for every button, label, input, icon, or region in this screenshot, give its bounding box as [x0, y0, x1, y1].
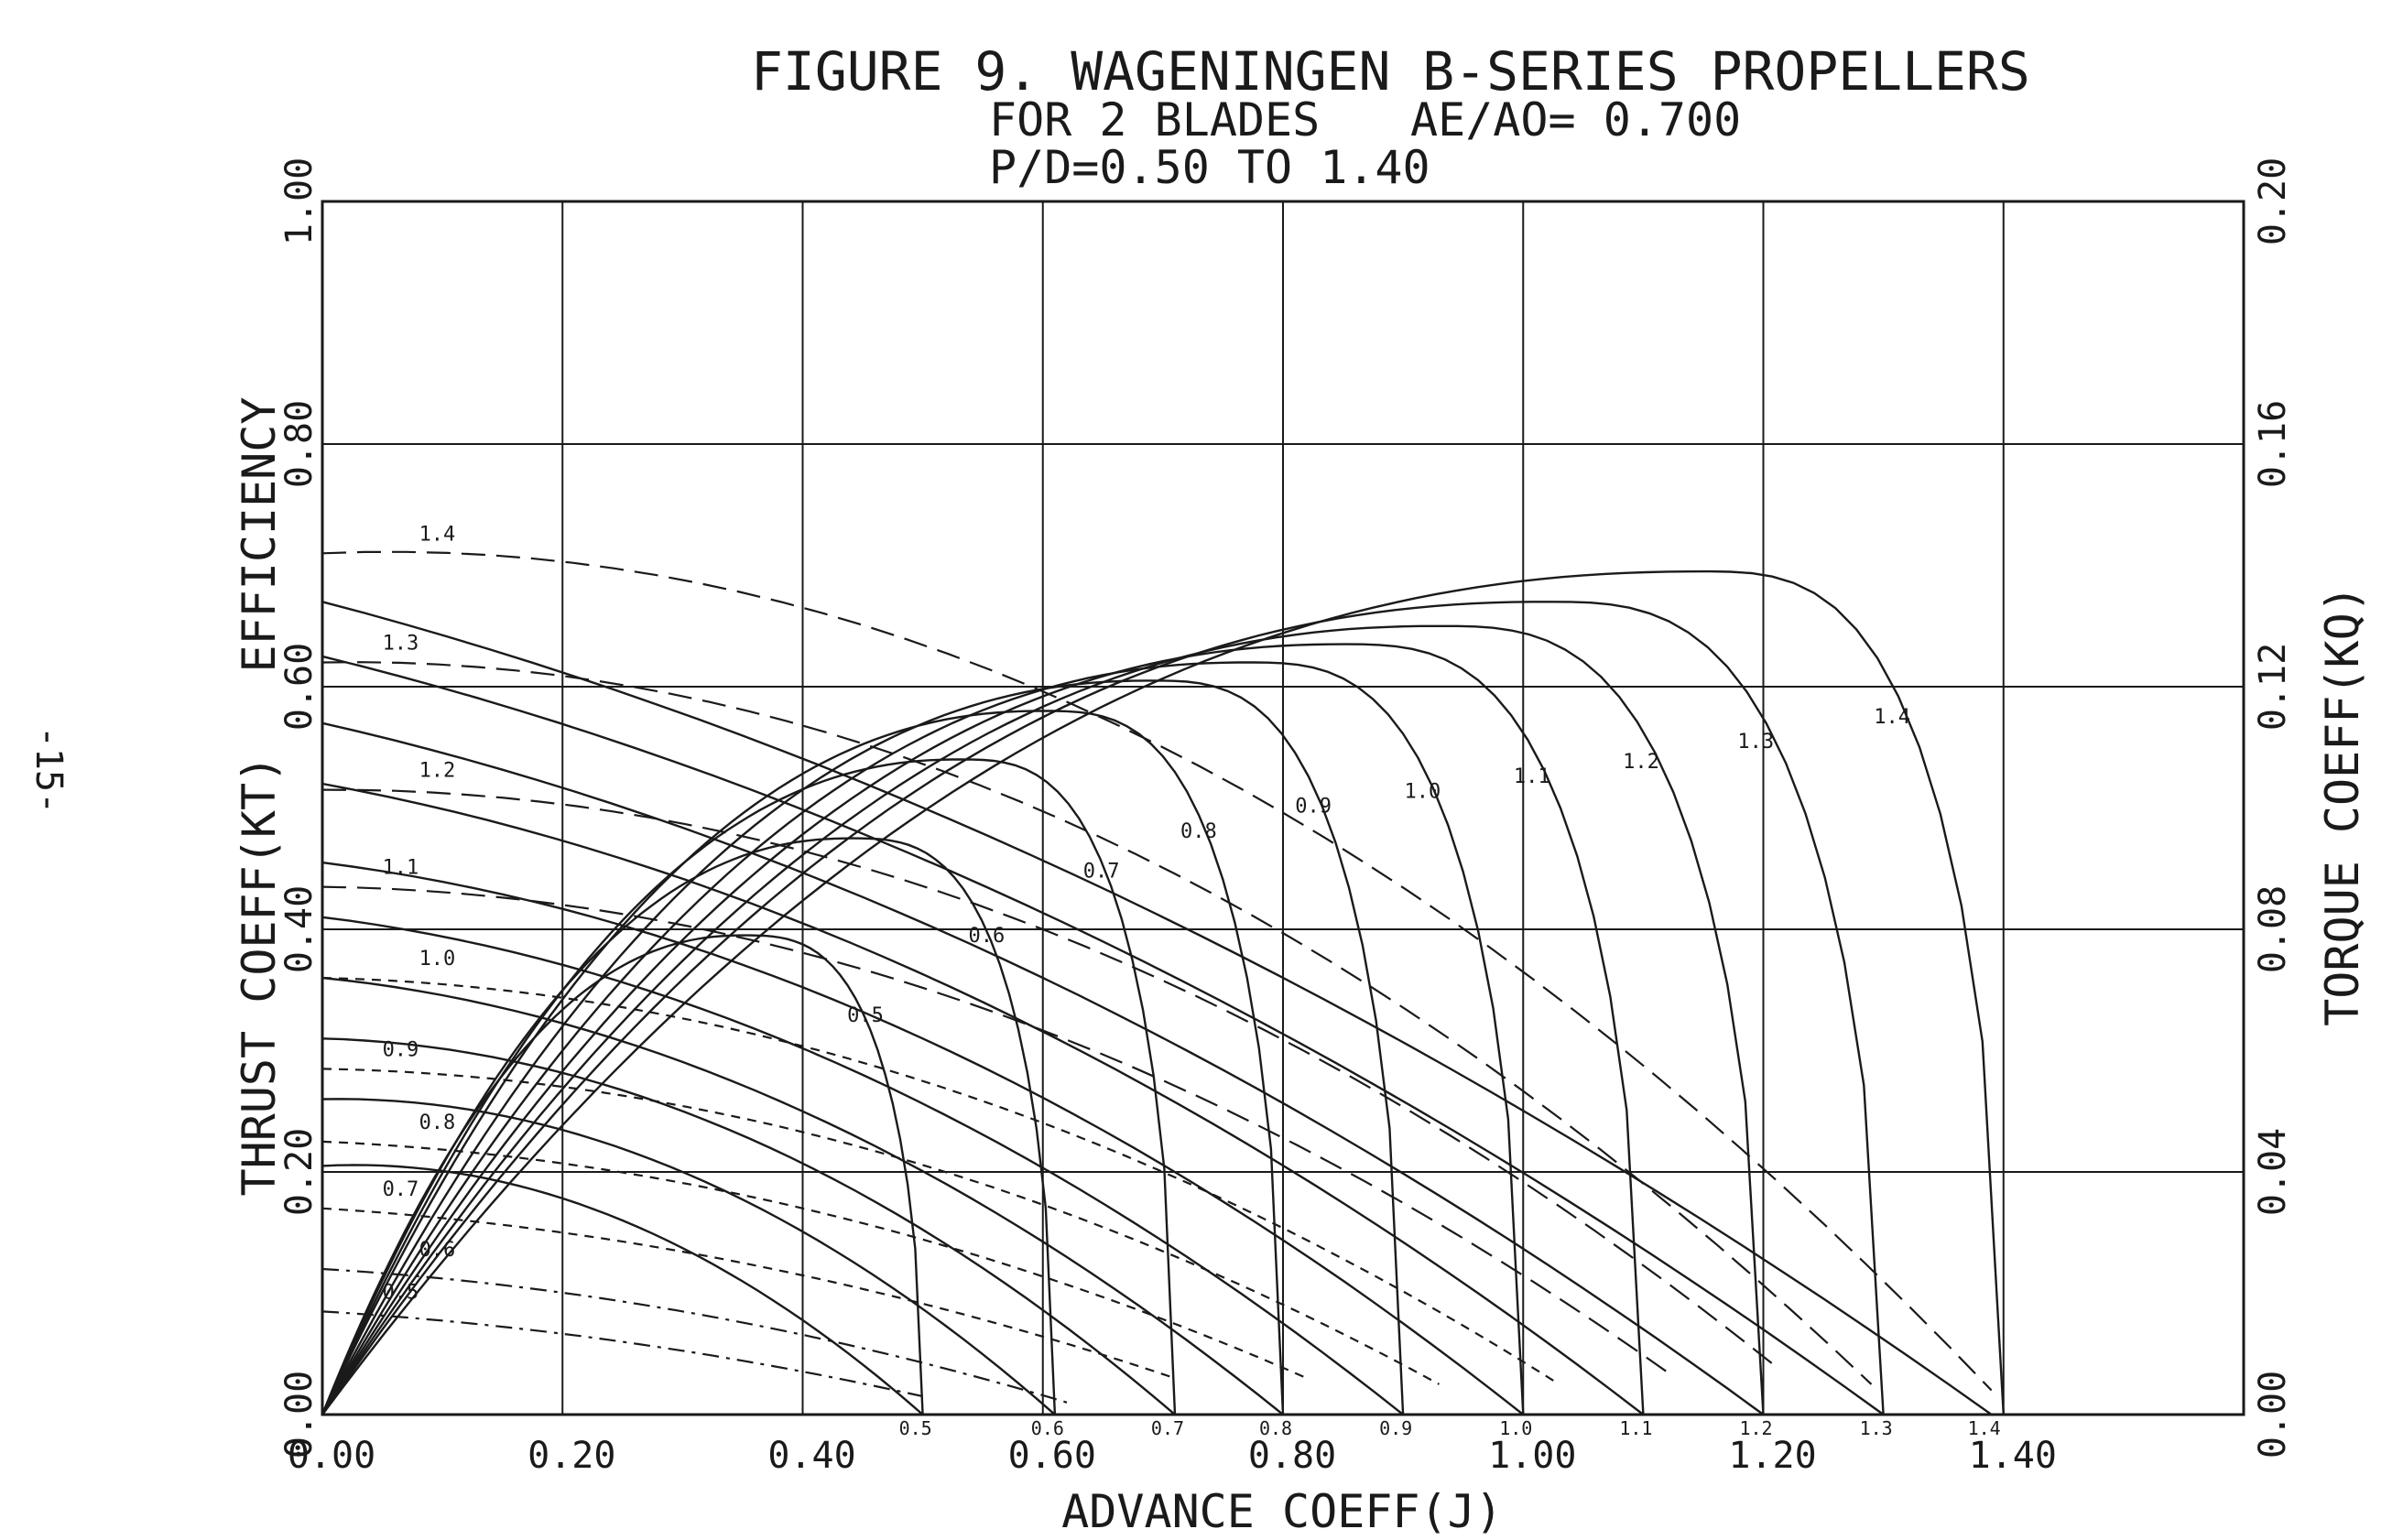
kt-curve-1.2 [321, 721, 1765, 1415]
chart-subtitle-pd-range: P/D=0.50 TO 1.40 [989, 141, 1430, 194]
y-axis-right-label: TORQUE COEFF(KQ) [2316, 585, 2369, 1026]
kt-curve-label-1.4: 1.4 [1968, 1417, 2001, 1439]
y-right-tick-label-3: 0.12 [2252, 643, 2294, 731]
efficiency-curve-0.9 [321, 679, 1405, 1415]
kq-curve-1.0 [321, 976, 1560, 1385]
efficiency-curve-label-0.6: 0.6 [969, 925, 1006, 948]
kt-curve-label-1.2: 1.2 [1739, 1417, 1772, 1439]
kt-curve-1.0 [321, 861, 1525, 1415]
kq-curve-1.1 [321, 885, 1669, 1373]
kq-curve-label-1.4: 1.4 [419, 523, 456, 546]
efficiency-curve-label-0.9: 0.9 [1295, 796, 1332, 819]
kt-curve-label-1.1: 1.1 [1619, 1417, 1652, 1439]
curve-labels: 0.5 0.6 0.7 0.8 0.9 1.0 1.1 1.2 1.3 1.40.50.60.70… [383, 523, 2001, 1439]
efficiency-curve-label-1.4: 1.4 [1874, 706, 1910, 729]
chart-title: FIGURE 9. WAGENINGEN B-SERIES PROPELLERS [751, 40, 2030, 103]
kq-curve-0.7 [321, 1207, 1176, 1380]
kt-curve-0.5 [321, 1164, 924, 1415]
efficiency-curve-label-0.5: 0.5 [847, 1004, 884, 1027]
kq-curve-label-0.5: 0.5 [383, 1281, 419, 1304]
kq-curve-0.8 [321, 1140, 1308, 1380]
kq-curve-label-0.7: 0.7 [383, 1178, 419, 1201]
kt-curve-0.6 [321, 1098, 1056, 1415]
efficiency-curve-0.6 [321, 837, 1057, 1415]
x-tick-label-4: 0.80 [1248, 1435, 1336, 1477]
efficiency-curve-0.7 [321, 758, 1177, 1415]
kt-curve-label-1.3: 1.3 [1860, 1417, 1893, 1439]
kt-curve-label-0.5: 0.5 [899, 1417, 932, 1439]
y-left-tick-label-5: 1.00 [278, 157, 321, 245]
efficiency-curve-label-1.3: 1.3 [1737, 731, 1774, 754]
kq-curve-label-1.3: 1.3 [383, 633, 419, 656]
chart-subtitle-area-ratio: AE/AO= 0.700 [1410, 93, 1741, 146]
y-right-tick-label-0: 0.00 [2252, 1371, 2294, 1459]
y-left-tick-label-1: 0.20 [278, 1128, 321, 1216]
kt-curve-1.3 [321, 655, 1885, 1415]
x-tick-label-7: 1.40 [1969, 1435, 2057, 1477]
efficiency-curve-1.3 [321, 601, 1885, 1415]
kq-curve-0.9 [321, 1068, 1441, 1385]
plot-area: 0.5 0.6 0.7 0.8 0.9 1.0 1.1 1.2 1.3 1.40.50.60.70… [321, 200, 2245, 1439]
efficiency-curve-label-0.8: 0.8 [1180, 820, 1217, 843]
efficiency-curve-label-1.1: 1.1 [1514, 765, 1550, 788]
kt-curve-1.4 [321, 601, 1993, 1415]
y-left-tick-label-2: 0.40 [278, 885, 321, 973]
kq-curve-1.4 [321, 550, 1993, 1392]
efficiency-curve-1.0 [321, 661, 1525, 1415]
kq-curve-label-0.8: 0.8 [419, 1112, 456, 1134]
efficiency-curves [321, 569, 2005, 1415]
y-left-tick-label-4: 0.80 [278, 400, 321, 488]
kt-curve-1.1 [321, 782, 1645, 1415]
chart-subtitle-blades: FOR 2 BLADES [989, 93, 1320, 146]
kt-curve-0.7 [321, 1037, 1176, 1415]
kq-curves [321, 550, 1993, 1404]
efficiency-curve-label-0.7: 0.7 [1083, 860, 1120, 883]
y-right-tick-label-2: 0.08 [2252, 885, 2294, 973]
kq-curve-label-0.9: 0.9 [383, 1038, 419, 1061]
y-right-tick-label-1: 0.04 [2252, 1128, 2294, 1216]
x-tick-label-5: 1.00 [1488, 1435, 1576, 1477]
y-right-tick-label-5: 0.20 [2252, 157, 2294, 245]
efficiency-curve-0.5 [321, 934, 924, 1415]
page-number: -15- [27, 726, 70, 814]
x-tick-label-1: 0.20 [527, 1435, 615, 1477]
efficiency-curve-1.4 [321, 569, 2005, 1415]
kq-curve-label-1.2: 1.2 [419, 760, 456, 783]
efficiency-curve-1.1 [321, 643, 1645, 1415]
kt-curve-0.8 [321, 976, 1284, 1415]
efficiency-curve-label-1.2: 1.2 [1623, 751, 1659, 774]
x-tick-label-6: 1.20 [1728, 1435, 1816, 1477]
kq-curve-label-1.1: 1.1 [383, 857, 419, 880]
kq-curve-0.6 [321, 1267, 1068, 1404]
x-axis-ticks: 0.00 0.20 0.40 0.60 0.80 1.00 1.20 1.40 [288, 1435, 2057, 1477]
efficiency-curve-label-1.0: 1.0 [1405, 780, 1441, 803]
kt-curve-label-1.0: 1.0 [1499, 1417, 1532, 1439]
efficiency-curve-0.8 [321, 710, 1285, 1415]
kt-curve-label-0.6: 0.6 [1031, 1417, 1064, 1439]
x-tick-label-2: 0.40 [767, 1435, 855, 1477]
kq-curve-1.2 [321, 788, 1777, 1367]
y-axis-right-ticks: 0.00 0.04 0.08 0.12 0.16 0.20 [2252, 157, 2294, 1459]
x-axis-label: ADVANCE COEFF(J) [1061, 1485, 1503, 1538]
kt-curve-label-0.9: 0.9 [1379, 1417, 1412, 1439]
x-tick-label-0: 0.00 [288, 1435, 375, 1477]
kq-curve-label-1.0: 1.0 [419, 948, 456, 971]
y-left-tick-label-0: 0.00 [278, 1371, 321, 1459]
kt-curve-label-0.7: 0.7 [1151, 1417, 1184, 1439]
kq-curve-0.5 [321, 1310, 923, 1398]
plot-frame [321, 200, 2245, 1416]
kt-curve-0.9 [321, 916, 1404, 1415]
kt-curve-label-0.8: 0.8 [1259, 1417, 1292, 1439]
grid-lines [321, 201, 2244, 1415]
y-right-tick-label-4: 0.16 [2252, 400, 2294, 488]
y-axis-left-ticks: 0.00 0.20 0.40 0.60 0.80 1.00 [278, 157, 321, 1459]
x-tick-label-3: 0.60 [1008, 1435, 1096, 1477]
efficiency-curve-1.2 [321, 624, 1765, 1415]
y-left-tick-label-3: 0.60 [278, 643, 321, 731]
kq-curve-label-0.6: 0.6 [419, 1239, 456, 1262]
kt-curves [321, 601, 1993, 1415]
y-axis-left-label: THRUST COEFF(KT) EFFICIENCY [233, 397, 286, 1197]
